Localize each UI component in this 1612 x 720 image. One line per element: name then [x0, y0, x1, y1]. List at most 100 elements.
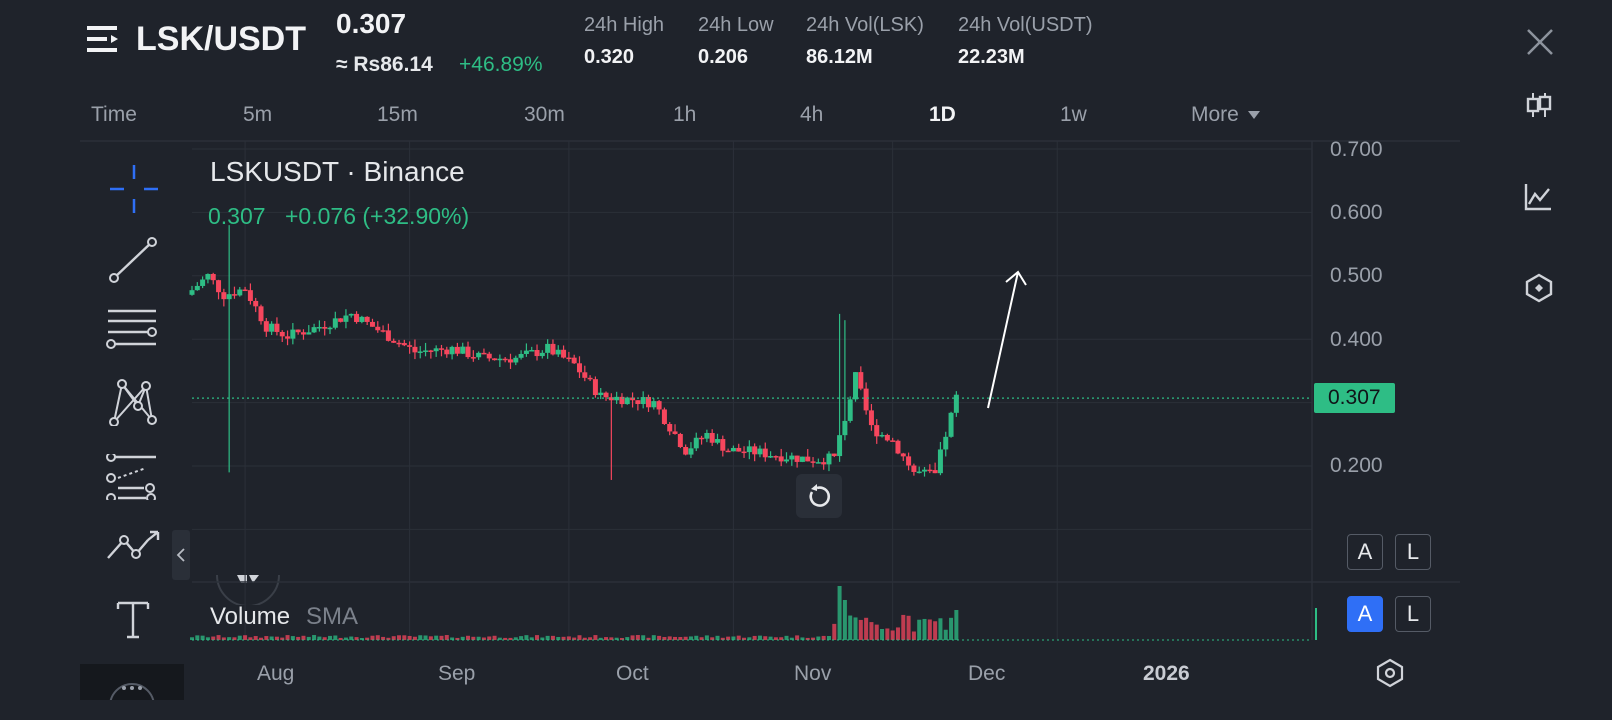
- candle-body: [916, 471, 922, 474]
- more-dropdown[interactable]: More: [1191, 103, 1261, 127]
- indicator-chart-icon[interactable]: [1523, 182, 1553, 212]
- candle-body: [741, 451, 747, 454]
- volume-bar: [269, 636, 274, 640]
- volume-bar: [747, 637, 752, 640]
- tab-1w[interactable]: 1w: [1060, 103, 1087, 126]
- volume-bar: [487, 636, 492, 640]
- volume-bar: [789, 637, 794, 640]
- volume-bar: [259, 637, 264, 640]
- volume-bar: [720, 637, 725, 640]
- y-tick-0200: 0.200: [1330, 454, 1383, 477]
- candle-body: [614, 396, 620, 401]
- tab-1h[interactable]: 1h: [673, 103, 697, 126]
- volume-bar: [752, 635, 757, 640]
- candle-body: [624, 397, 630, 405]
- candle-body: [831, 453, 837, 457]
- log-scale-button-volume[interactable]: L: [1395, 596, 1431, 632]
- menu-icon[interactable]: [86, 22, 120, 56]
- volume-bar: [832, 623, 837, 640]
- candle-body: [608, 397, 614, 401]
- candle-body: [768, 456, 774, 458]
- candle-body: [194, 285, 200, 291]
- volume-bar: [641, 635, 646, 640]
- horizontal-lines-icon[interactable]: [106, 308, 158, 354]
- trend-line-icon[interactable]: [108, 236, 158, 284]
- auto-scale-button-price[interactable]: A: [1347, 534, 1383, 570]
- tab-1d[interactable]: 1D: [929, 103, 956, 126]
- polyline-icon[interactable]: [106, 528, 160, 568]
- drawn-arrow: [987, 270, 1027, 409]
- tab-5m[interactable]: 5m: [243, 103, 273, 126]
- volume-bar: [397, 635, 402, 640]
- volume-bar: [874, 624, 879, 640]
- candle-body: [295, 329, 301, 333]
- candle-body: [847, 399, 853, 421]
- candle-body: [555, 349, 561, 355]
- candle-body: [746, 446, 752, 453]
- candle-body: [799, 456, 805, 462]
- reset-icon: [809, 484, 831, 507]
- candle-body: [518, 353, 524, 358]
- candle-body: [369, 321, 375, 327]
- volume-bar: [328, 635, 333, 640]
- tab-30m[interactable]: 30m: [524, 103, 565, 126]
- candle-body: [529, 350, 535, 352]
- fib-settings-icon[interactable]: [106, 454, 158, 500]
- candle-body: [688, 448, 694, 455]
- candle-body: [253, 300, 259, 307]
- volume-bar: [450, 637, 455, 640]
- candle-body: [863, 388, 869, 411]
- volume-bar: [460, 636, 465, 640]
- log-scale-button-price[interactable]: L: [1395, 534, 1431, 570]
- more-label: More: [1191, 103, 1239, 126]
- tab-15m[interactable]: 15m: [377, 103, 418, 126]
- candle-body: [656, 401, 662, 410]
- candle-body: [274, 323, 280, 332]
- auto-scale-button-volume[interactable]: A: [1347, 596, 1383, 632]
- candle-body: [385, 330, 391, 341]
- candle-body: [428, 350, 434, 352]
- reset-chart-button[interactable]: [796, 474, 842, 518]
- tab-4h[interactable]: 4h: [800, 103, 824, 126]
- chart-legend-change: +0.076 (+32.90%): [285, 203, 470, 229]
- candle-body: [677, 433, 683, 447]
- candle-body: [364, 316, 370, 322]
- volume-bar: [402, 635, 407, 640]
- axis-settings-icon[interactable]: [1375, 658, 1405, 693]
- volume-bar: [200, 635, 205, 640]
- hexagon-settings-icon[interactable]: [1524, 273, 1554, 303]
- stat-label-vol-base: 24h Vol(LSK): [806, 14, 924, 36]
- candles-icon[interactable]: [1524, 90, 1554, 120]
- volume-bar: [365, 637, 370, 640]
- candle-body: [714, 439, 720, 443]
- collapse-toolbar-handle[interactable]: [172, 530, 190, 580]
- candle-body: [619, 396, 625, 405]
- volume-bar: [333, 635, 338, 640]
- candle-body: [932, 470, 938, 474]
- candle-body: [391, 340, 397, 343]
- pair-title[interactable]: LSK/USDT: [136, 20, 306, 58]
- volume-bar: [492, 635, 497, 640]
- volume-bar: [561, 636, 566, 640]
- candle-body: [598, 392, 604, 396]
- y-tick-0400: 0.400: [1330, 328, 1383, 351]
- text-icon[interactable]: [116, 598, 150, 640]
- volume-bar: [444, 635, 449, 640]
- volume-bar: [322, 637, 327, 640]
- volume-bar: [853, 617, 858, 640]
- more-icon[interactable]: [80, 664, 184, 700]
- volume-bar: [731, 636, 736, 640]
- volume-bar: [391, 636, 396, 640]
- close-icon[interactable]: [1522, 24, 1558, 60]
- candle-body: [826, 453, 832, 465]
- crosshair-icon[interactable]: [110, 165, 158, 213]
- stat-label-high: 24h High: [584, 14, 665, 36]
- candle-body: [730, 447, 736, 452]
- pattern-icon[interactable]: [108, 378, 158, 426]
- tradingview-logo: [215, 575, 281, 605]
- volume-bar: [529, 637, 534, 640]
- volume-bar: [349, 636, 354, 640]
- volume-bar: [221, 637, 226, 640]
- candle-body: [704, 432, 710, 439]
- candle-body: [338, 318, 344, 322]
